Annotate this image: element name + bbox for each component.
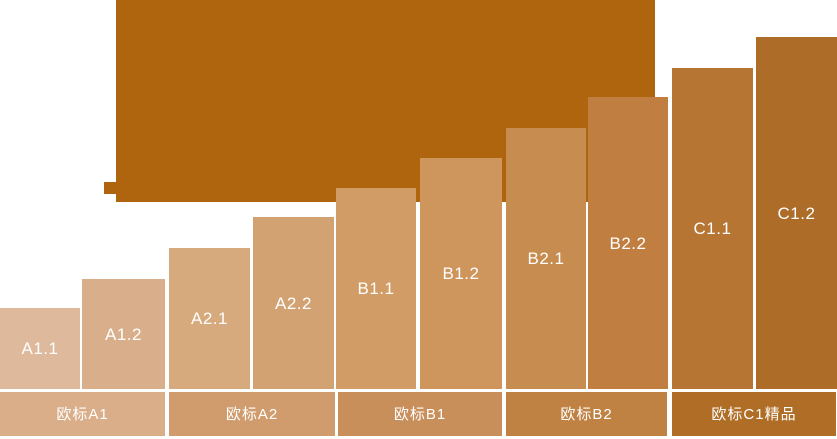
group-band-label: 欧标C1精品 xyxy=(711,405,797,423)
group-band-label: 欧标A1 xyxy=(56,405,109,423)
bar-label: C1.1 xyxy=(693,219,732,238)
group-band-label: 欧标B1 xyxy=(393,405,447,423)
bar-label: A2.2 xyxy=(275,293,312,313)
bar-label: A2.1 xyxy=(191,309,228,328)
group-band-a2: 欧标A2 xyxy=(169,392,335,436)
bar-label: A1.1 xyxy=(21,339,59,358)
bar-c1-2: C1.2 xyxy=(756,37,837,389)
overlay-notch-square xyxy=(104,182,116,194)
group-band-label: 欧标B2 xyxy=(560,405,613,423)
bar-a2-1: A2.1 xyxy=(169,248,250,389)
bar-a1-2: A1.2 xyxy=(82,279,165,389)
bar-label: A1.2 xyxy=(105,324,142,344)
group-band-label: 欧标A2 xyxy=(225,405,279,423)
bar-b2-2: B2.2 xyxy=(588,97,668,389)
bar-b1-1: B1.1 xyxy=(336,188,416,389)
bar-a1-1: A1.1 xyxy=(0,308,80,389)
bar-label: B2.2 xyxy=(609,233,647,253)
bar-label: B1.1 xyxy=(357,279,395,298)
group-band-b1: 欧标B1 xyxy=(338,392,502,436)
bar-b2-1: B2.1 xyxy=(506,128,586,389)
group-band-c1: 欧标C1精品 xyxy=(672,392,836,436)
bar-label: B2.1 xyxy=(527,249,565,268)
bar-label: C1.2 xyxy=(777,203,816,223)
bar-a2-2: A2.2 xyxy=(253,217,334,389)
group-band-b2: 欧标B2 xyxy=(506,392,667,436)
bar-c1-1: C1.1 xyxy=(672,68,753,389)
bar-label: B1.2 xyxy=(442,264,480,283)
group-band-a1: 欧标A1 xyxy=(0,392,165,436)
bar-b1-2: B1.2 xyxy=(420,158,502,389)
